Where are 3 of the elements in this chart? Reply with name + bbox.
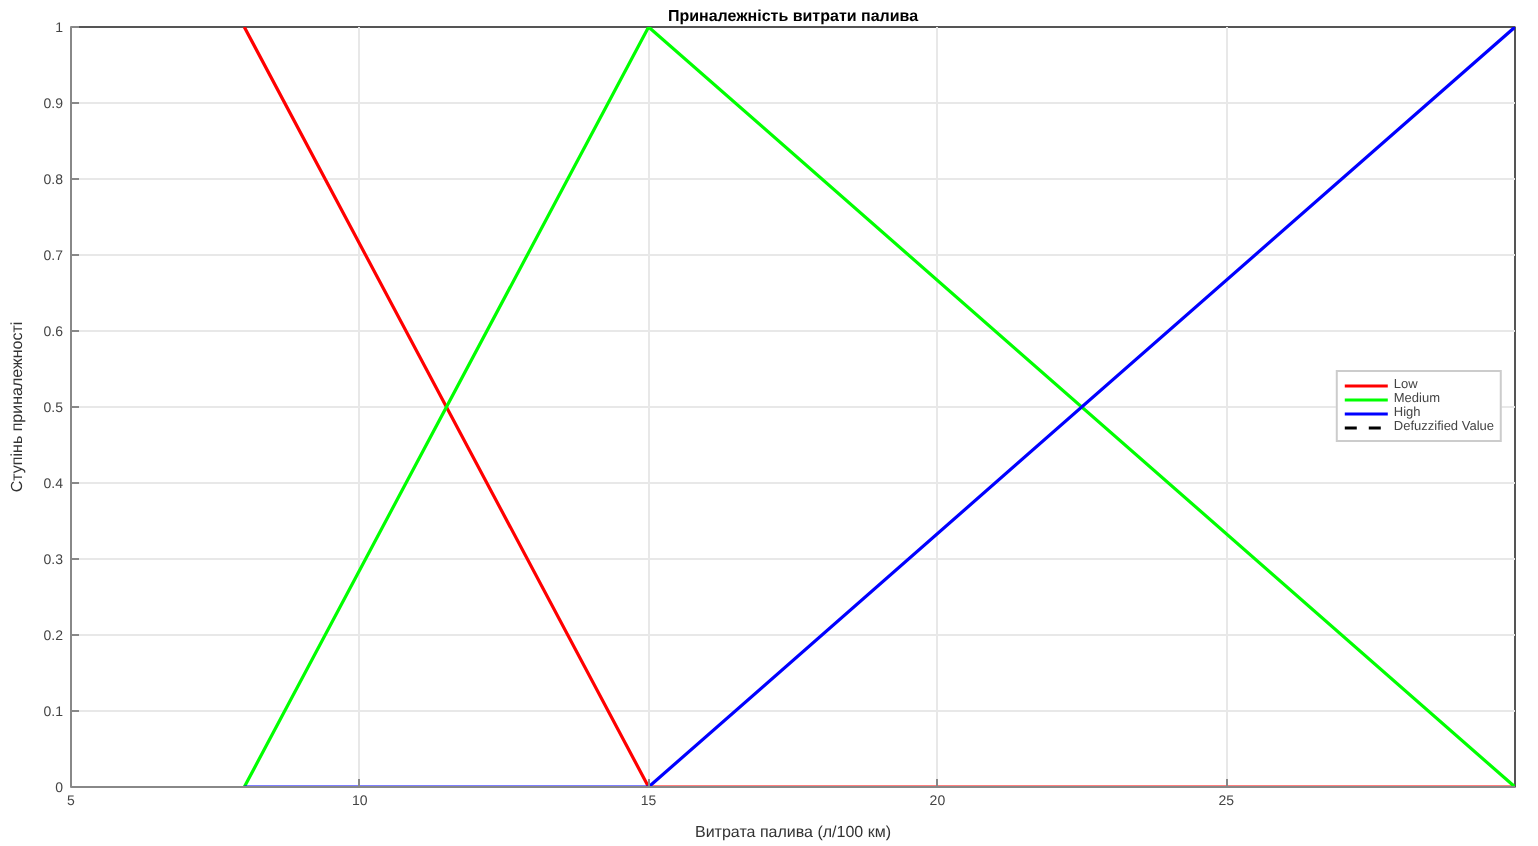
x-axis-title: Витрата палива (л/100 км) xyxy=(695,823,892,841)
chart-title: Приналежність витрати палива xyxy=(667,7,920,25)
y-axis-title: Ступінь приналежності xyxy=(7,321,26,493)
